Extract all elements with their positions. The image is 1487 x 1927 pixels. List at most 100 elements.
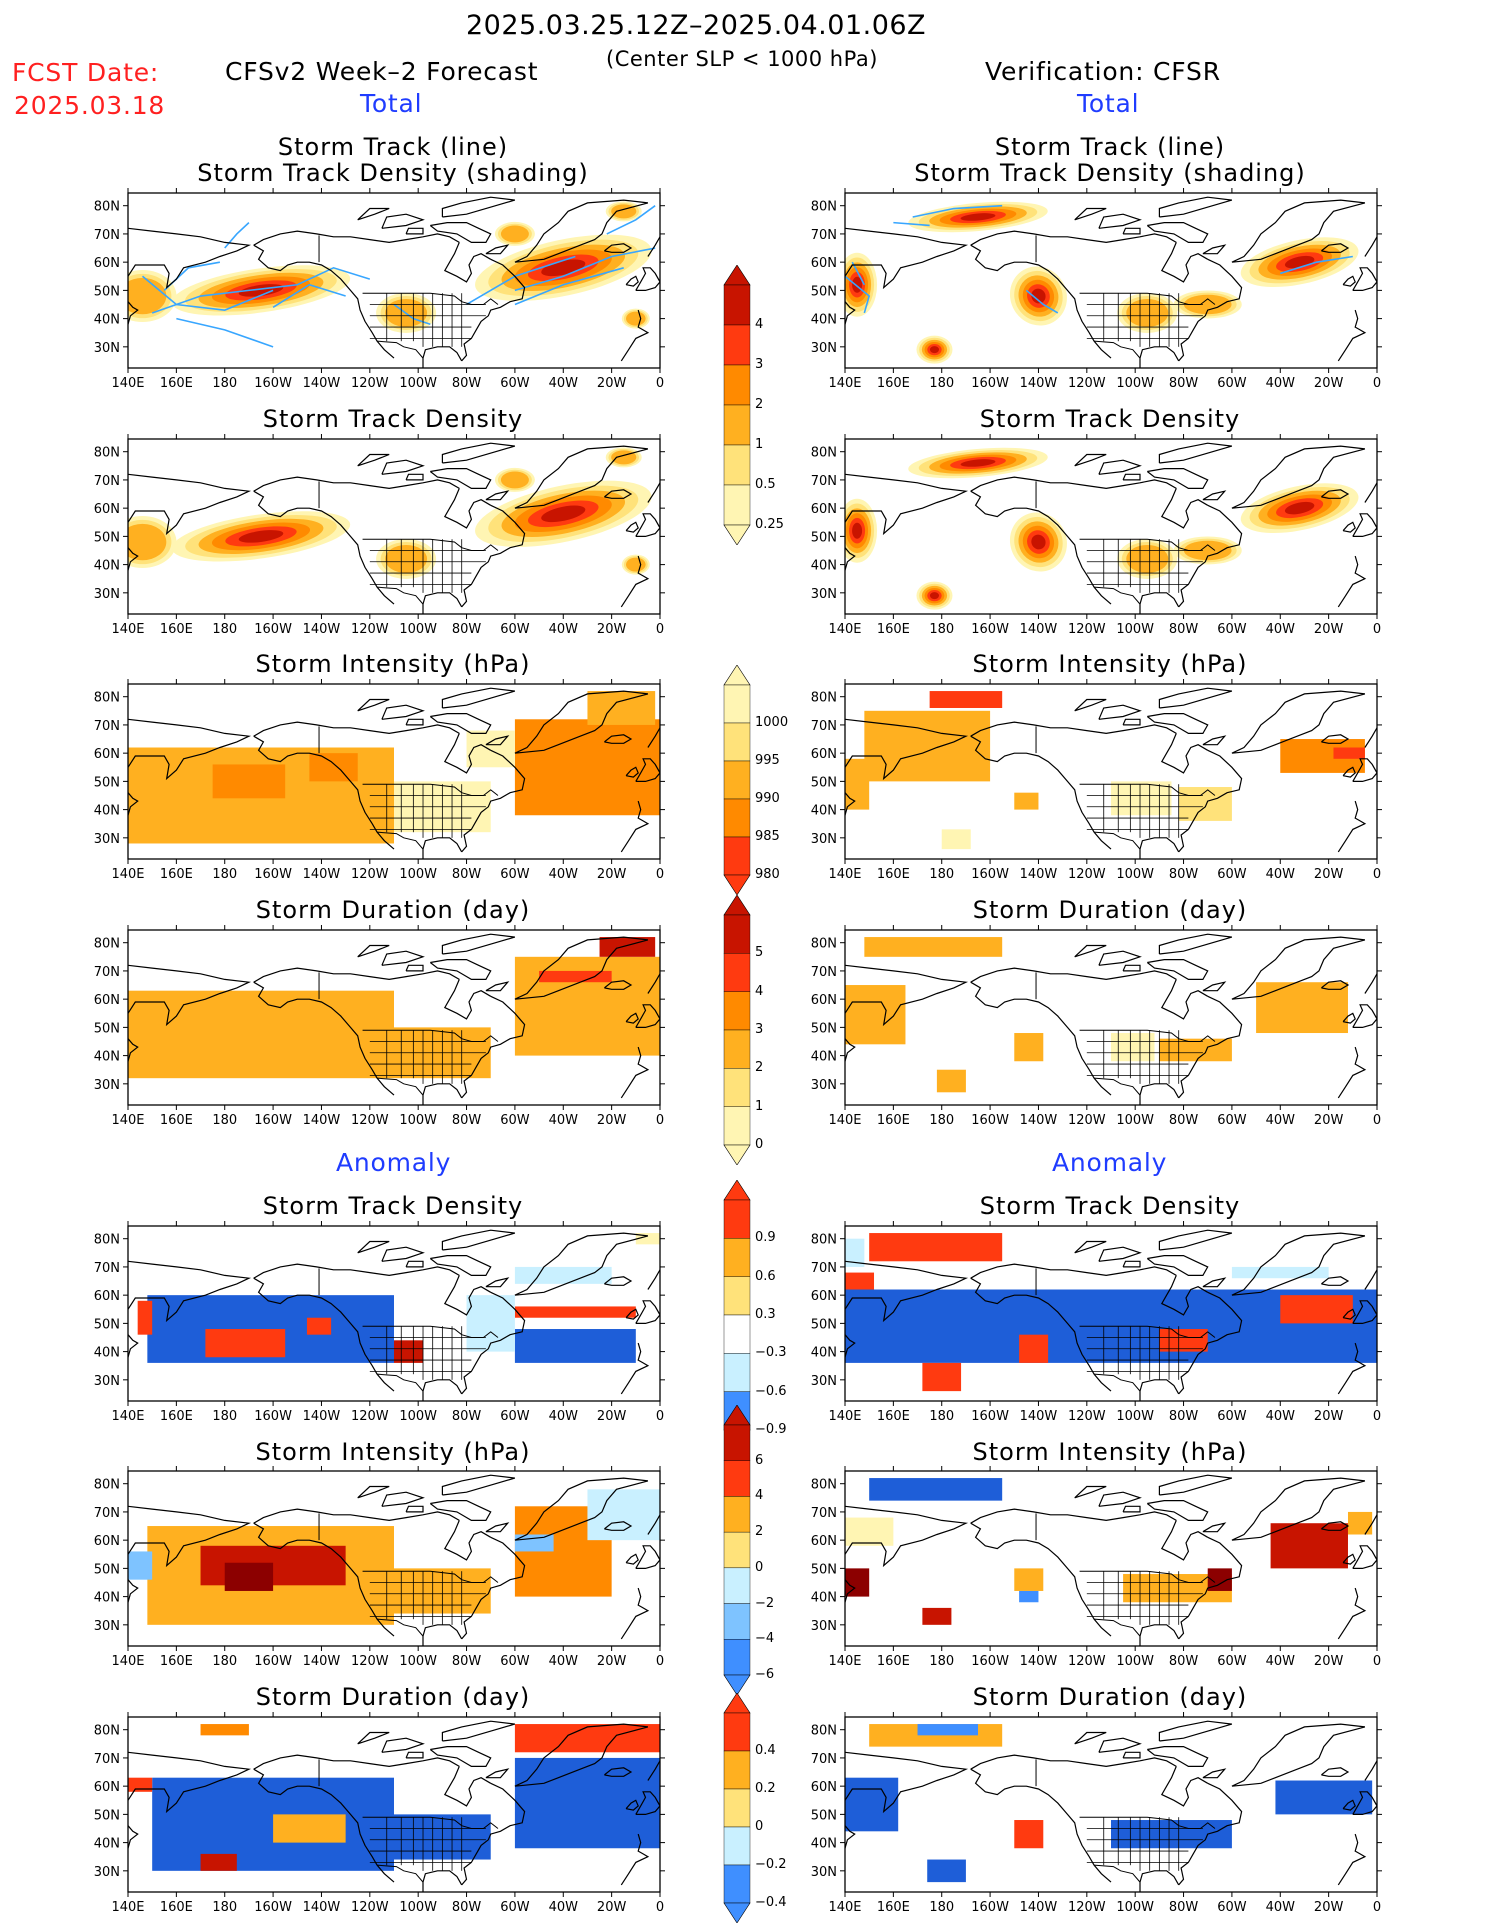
- lon-tick-label: 60W: [500, 622, 530, 637]
- lon-tick-label: 140W: [1020, 867, 1058, 882]
- lon-tick-label: 180: [929, 867, 954, 882]
- lon-tick-label: 20W: [1314, 1113, 1344, 1128]
- map-panel-left-track-density: 80N 70N 60N 50N 40N 30N 140E 160E 180 160W 140W 120…: [94, 434, 665, 637]
- lon-tick-label: 160W: [254, 376, 292, 391]
- colorbar-tick-label: −6: [755, 1667, 775, 1682]
- lon-tick-label: 60W: [500, 1654, 530, 1669]
- colorbar-tick-label: 0: [755, 1819, 764, 1834]
- lat-tick-label: 60N: [94, 993, 120, 1008]
- lon-tick-label: 140E: [828, 867, 861, 882]
- lon-tick-label: 80W: [1169, 867, 1199, 882]
- map-svg: 80N 70N 60N 50N 40N 30N 140E 160E 180 160W 140W 120…: [811, 925, 1382, 1128]
- lon-tick-label: 180: [929, 376, 954, 391]
- lat-tick-label: 30N: [94, 1865, 120, 1880]
- lat-tick-label: 80N: [94, 200, 120, 215]
- fcst-date-value: 2025.03.18: [14, 91, 166, 120]
- lon-tick-label: 160W: [971, 376, 1009, 391]
- colorbar-tick-label: −0.2: [755, 1857, 787, 1872]
- lon-tick-label: 60W: [1217, 1654, 1247, 1669]
- map-panel-right-anom-intensity: 80N 70N 60N 50N 40N 30N 140E 160E 180 160W 140W 120…: [811, 1466, 1382, 1669]
- lon-tick-label: 120W: [351, 1900, 389, 1915]
- lon-tick-label: 180: [212, 1409, 237, 1424]
- colorbar-tick-label: −0.9: [755, 1422, 787, 1437]
- lon-tick-label: 40W: [1266, 1654, 1296, 1669]
- lat-tick-label: 70N: [94, 474, 120, 489]
- lon-tick-label: 60W: [1217, 1900, 1247, 1915]
- lon-tick-label: 140W: [1020, 622, 1058, 637]
- map-svg: 80N 70N 60N 50N 40N 30N 140E 160E 180 160W 140W 120…: [94, 1712, 665, 1915]
- lat-tick-label: 50N: [94, 1021, 120, 1036]
- lon-tick-label: 100W: [1116, 867, 1154, 882]
- colorbar-tick-label: 0.4: [755, 1743, 776, 1758]
- lat-tick-label: 70N: [811, 719, 837, 734]
- colorbar-tick-label: 3: [755, 357, 764, 372]
- lon-tick-label: 0: [656, 1113, 664, 1128]
- lon-tick-label: 120W: [1068, 1409, 1106, 1424]
- colorbar-tick-label: 0.2: [755, 1781, 776, 1796]
- lon-tick-label: 0: [656, 622, 664, 637]
- lon-tick-label: 160W: [254, 622, 292, 637]
- lat-tick-label: 60N: [811, 1534, 837, 1549]
- lon-tick-label: 140E: [111, 867, 144, 882]
- lon-tick-label: 120W: [351, 376, 389, 391]
- lat-tick-label: 60N: [94, 747, 120, 762]
- lat-tick-label: 70N: [94, 965, 120, 980]
- lat-tick-label: 50N: [94, 284, 120, 299]
- lon-tick-label: 160E: [160, 1654, 193, 1669]
- lat-tick-label: 30N: [94, 587, 120, 602]
- map-panel-left-anom-intensity: 80N 70N 60N 50N 40N 30N 140E 160E 180 160W 140W 120…: [94, 1466, 665, 1669]
- lon-tick-label: 0: [1373, 376, 1381, 391]
- lon-tick-label: 80W: [1169, 376, 1199, 391]
- map-panel-left-intensity: 80N 70N 60N 50N 40N 30N 140E 160E 180 160W 140W 120…: [94, 679, 665, 882]
- lat-tick-label: 70N: [811, 1261, 837, 1276]
- lat-tick-label: 50N: [811, 1808, 837, 1823]
- lon-tick-label: 140E: [111, 1409, 144, 1424]
- colorbar-tick-label: 1: [755, 437, 764, 452]
- title-r4: Storm Duration (day): [972, 896, 1248, 924]
- lon-tick-label: 180: [929, 1900, 954, 1915]
- map-panel-right-track-line: 80N 70N 60N 50N 40N 30N 140E 160E 180 160W 140W 120…: [811, 188, 1382, 391]
- lon-tick-label: 80W: [1169, 1113, 1199, 1128]
- lon-tick-label: 100W: [399, 1113, 437, 1128]
- lat-tick-label: 80N: [94, 691, 120, 706]
- map-shading: [128, 1474, 660, 1646]
- map-svg: 80N 70N 60N 50N 40N 30N 140E 160E 180 160W 140W 120…: [811, 434, 1382, 637]
- lat-tick-label: 60N: [94, 1289, 120, 1304]
- lat-tick-label: 30N: [811, 832, 837, 847]
- map-shading: [128, 933, 660, 1105]
- map-panel-left-anom-density: 80N 70N 60N 50N 40N 30N 140E 160E 180 160W 140W 120…: [94, 1221, 665, 1424]
- lon-tick-label: 40W: [1266, 867, 1296, 882]
- map-shading: [845, 1720, 1377, 1892]
- lon-tick-label: 140W: [1020, 376, 1058, 391]
- colorbar-tick-label: 6: [755, 1452, 764, 1468]
- lat-tick-label: 70N: [811, 1506, 837, 1521]
- lat-tick-label: 50N: [811, 284, 837, 299]
- lat-tick-label: 60N: [811, 747, 837, 762]
- lon-tick-label: 20W: [1314, 376, 1344, 391]
- lon-tick-label: 140E: [111, 1900, 144, 1915]
- lat-tick-label: 60N: [811, 1289, 837, 1304]
- lat-tick-label: 50N: [811, 1317, 837, 1332]
- map-panel-right-anom-density: 80N 70N 60N 50N 40N 30N 140E 160E 180 160W 140W 120…: [811, 1221, 1382, 1424]
- colorbar-duration-total: 5 4 3 2 1 0: [722, 894, 802, 1166]
- lon-tick-label: 160E: [877, 622, 910, 637]
- lat-tick-label: 70N: [94, 228, 120, 243]
- lon-tick-label: 140E: [828, 1654, 861, 1669]
- lon-tick-label: 0: [1373, 1900, 1381, 1915]
- lon-tick-label: 100W: [399, 1654, 437, 1669]
- lon-tick-label: 160E: [160, 1409, 193, 1424]
- lon-tick-label: 180: [929, 622, 954, 637]
- colorbar-tick-label: 0: [755, 1559, 764, 1575]
- lat-tick-label: 80N: [811, 1724, 837, 1739]
- lon-tick-label: 160E: [877, 376, 910, 391]
- lat-tick-label: 60N: [811, 256, 837, 271]
- map-shading: [128, 196, 660, 368]
- fcst-date-label: FCST Date:: [12, 58, 160, 87]
- lon-tick-label: 40W: [1266, 622, 1296, 637]
- right-total-label: Total: [1077, 89, 1140, 118]
- lon-tick-label: 140E: [111, 1113, 144, 1128]
- lon-tick-label: 60W: [1217, 622, 1247, 637]
- lat-tick-label: 80N: [94, 1478, 120, 1493]
- lat-tick-label: 50N: [811, 775, 837, 790]
- lon-tick-label: 60W: [1217, 867, 1247, 882]
